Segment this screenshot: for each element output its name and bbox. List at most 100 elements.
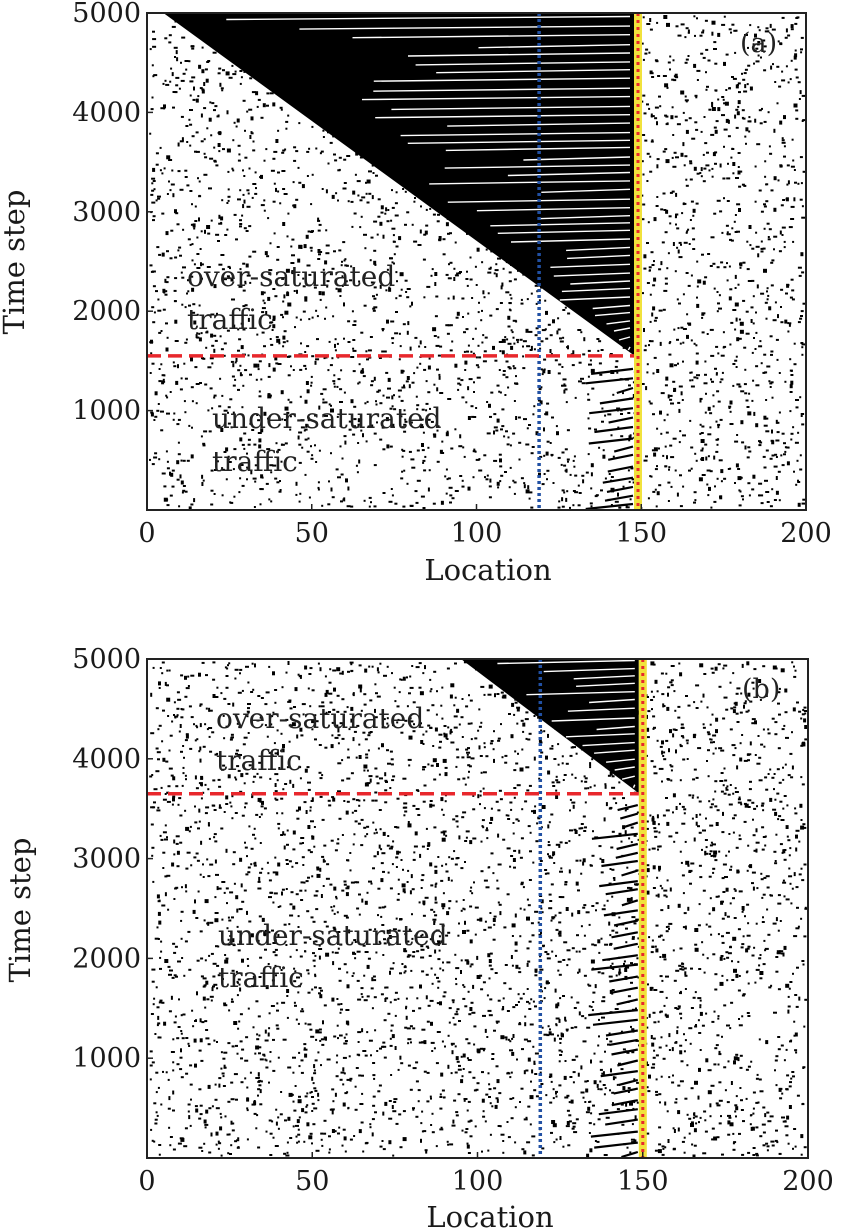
vehicle-dot — [414, 934, 418, 937]
vehicle-dot — [785, 898, 790, 901]
vehicle-dot — [329, 1108, 334, 1111]
vehicle-dot — [473, 881, 475, 884]
vehicle-dot — [190, 503, 194, 506]
vehicle-dot — [381, 1140, 384, 1142]
vehicle-dot — [306, 175, 309, 177]
vehicle-dot — [257, 1146, 261, 1149]
vehicle-dot — [643, 112, 647, 115]
vehicle-dot — [200, 840, 203, 845]
vehicle-dot — [235, 357, 238, 362]
vehicle-dot — [283, 330, 287, 333]
vehicle-dot — [793, 935, 798, 938]
vehicle-dot — [643, 349, 647, 352]
vehicle-dot — [778, 1087, 782, 1092]
vehicle-dot — [751, 399, 754, 402]
vehicle-dot — [581, 1015, 585, 1018]
vehicle-dot — [429, 690, 432, 693]
vehicle-dot — [797, 431, 800, 434]
vehicle-dot — [715, 372, 718, 375]
vehicle-dot — [357, 382, 360, 385]
vehicle-dot — [393, 408, 397, 411]
vehicle-dot — [704, 1130, 708, 1133]
vehicle-dot — [301, 703, 306, 706]
vehicle-dot — [737, 82, 741, 85]
vehicle-dot — [733, 1141, 737, 1144]
vehicle-dot — [237, 144, 241, 147]
vehicle-dot — [441, 452, 445, 454]
vehicle-dot — [363, 999, 368, 1002]
vehicle-dot — [156, 1024, 159, 1027]
vehicle-dot — [241, 214, 244, 217]
vehicle-dot — [716, 310, 719, 313]
vehicle-dot — [298, 461, 302, 464]
vehicle-dot — [708, 925, 712, 928]
vehicle-dot — [712, 734, 717, 737]
vehicle-dot — [578, 492, 582, 494]
vehicle-dot — [569, 506, 571, 509]
vehicle-dot — [685, 100, 688, 103]
vehicle-dot — [590, 487, 593, 490]
vehicle-dot — [206, 858, 209, 861]
vehicle-dot — [482, 826, 485, 829]
vehicle-dot — [763, 45, 767, 48]
vehicle-dot — [794, 49, 797, 52]
vehicle-dot — [338, 249, 342, 252]
vehicle-dot — [259, 1089, 262, 1094]
vehicle-dot — [383, 350, 387, 353]
vehicle-dot — [415, 395, 418, 398]
vehicle-dot — [306, 345, 310, 348]
vehicle-dot — [733, 220, 736, 223]
vehicle-dot — [252, 140, 255, 143]
vehicle-dot — [302, 277, 305, 280]
vehicle-dot — [737, 105, 740, 108]
vehicle-dot — [410, 1041, 412, 1044]
vehicle-dot — [728, 233, 731, 236]
vehicle-dot — [324, 317, 326, 320]
vehicle-dot — [435, 713, 438, 716]
vehicle-dot — [700, 130, 703, 133]
vehicle-dot — [685, 184, 689, 187]
vehicle-dot — [629, 434, 632, 437]
vehicle-dot — [685, 272, 689, 274]
vehicle-dot — [696, 17, 698, 20]
vehicle-dot — [652, 887, 656, 889]
vehicle-dot — [465, 705, 469, 708]
vehicle-dot — [182, 766, 185, 769]
vehicle-dot — [737, 337, 742, 340]
vehicle-dot — [373, 376, 376, 381]
vehicle-dot — [464, 1005, 468, 1008]
vehicle-dot — [793, 55, 797, 60]
vehicle-dot — [669, 764, 672, 767]
vehicle-dot — [273, 232, 276, 235]
vehicle-dot — [728, 296, 732, 301]
vehicle-dot — [158, 368, 161, 370]
vehicle-dot — [716, 1034, 720, 1037]
vehicle-dot — [700, 439, 705, 443]
vehicle-dot — [238, 338, 242, 341]
vehicle-dot — [687, 704, 691, 707]
vehicle-dot — [263, 411, 267, 416]
vehicle-dot — [690, 200, 694, 203]
vehicle-dot — [732, 1132, 735, 1135]
vehicle-dot — [612, 1102, 614, 1105]
vehicle-dot — [150, 412, 154, 417]
vehicle-dot — [248, 920, 252, 923]
vehicle-dot — [770, 189, 774, 192]
vehicle-dot — [206, 998, 210, 1001]
queue-streak — [616, 386, 634, 395]
vehicle-dot — [189, 80, 194, 83]
vehicle-dot — [304, 473, 307, 476]
vehicle-dot — [538, 388, 542, 391]
vehicle-dot — [430, 1041, 435, 1044]
queue-streak — [445, 146, 631, 152]
vehicle-dot — [563, 1075, 567, 1080]
vehicle-dot — [373, 505, 377, 508]
vehicle-dot — [299, 727, 303, 732]
vehicle-dot — [506, 893, 510, 896]
vehicle-dot — [469, 890, 472, 893]
vehicle-dot — [434, 315, 438, 318]
vehicle-dot — [434, 272, 438, 276]
vehicle-dot — [549, 334, 553, 337]
vehicle-dot — [155, 199, 158, 202]
vehicle-dot — [233, 121, 236, 124]
